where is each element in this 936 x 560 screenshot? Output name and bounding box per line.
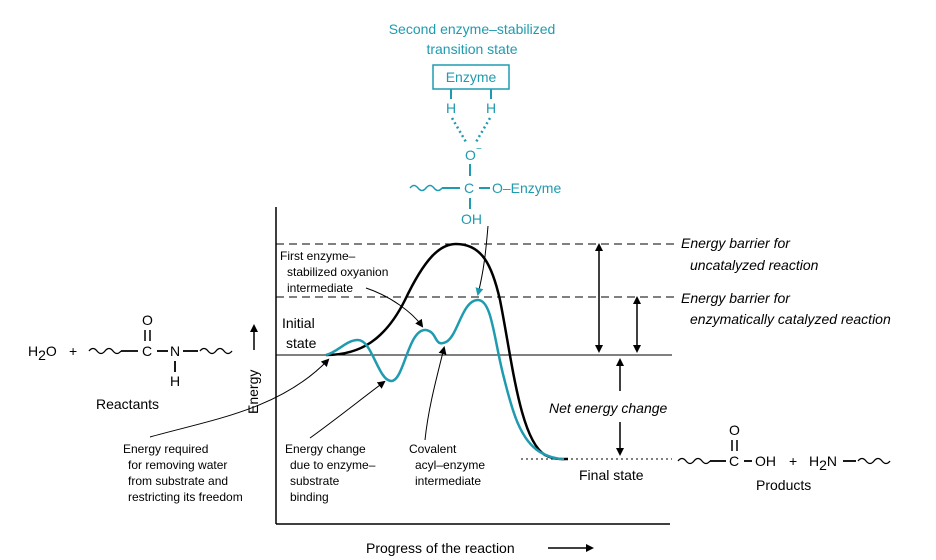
- products-structure: O C OH + H2N Products: [677, 422, 891, 493]
- products-label: Products: [756, 477, 811, 493]
- product-oh: OH: [755, 453, 776, 469]
- barrier-uncat-line1: Energy barrier for: [681, 235, 791, 251]
- water-removal-line3: from substrate and: [128, 474, 228, 488]
- reactants-structure: H2O + O C N H Reactants: [28, 312, 233, 412]
- initial-state-label-2: state: [286, 335, 317, 351]
- water-removal-annotation: Energy required for removing water from …: [123, 358, 330, 504]
- reactants-plus: +: [69, 343, 77, 359]
- water-removal-line1: Energy required: [123, 442, 208, 456]
- binding-line2: due to enzyme–: [290, 458, 376, 472]
- water-h: H2O: [28, 343, 57, 363]
- first-intermediate-line1: First enzyme–: [280, 249, 356, 263]
- o-enzyme: O–Enzyme: [492, 180, 561, 196]
- water-removal-line4: restricting its freedom: [128, 490, 243, 504]
- reactant-nitrogen: N: [170, 343, 180, 359]
- catalyzed-curve: [325, 298, 565, 461]
- water-removal-arrow: [149, 358, 330, 438]
- reactant-carbon: C: [142, 343, 152, 359]
- transition-state-structure: Second enzyme–stabilized transition stat…: [389, 21, 561, 296]
- net-energy-label: Net energy change: [549, 400, 668, 416]
- reference-lines: [276, 243, 676, 460]
- transition-state-title-line1: Second enzyme–stabilized: [389, 21, 556, 37]
- enzyme-box-label: Enzyme: [446, 69, 497, 85]
- hbond-right: [474, 117, 492, 143]
- acyl-arrow: [424, 346, 447, 441]
- product-amine: H2N: [809, 453, 837, 473]
- binding-arrow: [309, 380, 386, 439]
- binding-line3: substrate: [290, 474, 340, 488]
- h-left: H: [446, 100, 456, 116]
- h-right: H: [486, 100, 496, 116]
- initial-state-label-1: Initial: [282, 315, 315, 331]
- squiggle-left-ts: [409, 184, 443, 192]
- axes: Energy Progress of the reaction: [245, 207, 670, 556]
- transition-state-title-line2: transition state: [426, 41, 517, 57]
- oh-ts: OH: [461, 211, 482, 227]
- first-intermediate-line2: stabilized oxyanion: [287, 265, 388, 279]
- reactants-label: Reactants: [96, 396, 159, 412]
- acyl-line1: Covalent: [409, 442, 457, 456]
- squiggle-right-product: [857, 457, 891, 465]
- first-intermediate-annotation: First enzyme– stabilized oxyanion interm…: [280, 249, 424, 328]
- water-removal-line2: for removing water: [128, 458, 227, 472]
- progress-axis-label: Progress of the reaction: [366, 540, 515, 556]
- binding-line4: binding: [290, 490, 329, 504]
- squiggle-right-reactant: [199, 347, 233, 355]
- reactant-h: H: [170, 373, 180, 389]
- oxyanion-o: O: [465, 147, 476, 163]
- hbond-left: [450, 117, 468, 143]
- barrier-cat-line1: Energy barrier for: [681, 290, 791, 306]
- acyl-annotation: Covalent acyl–enzyme intermediate: [409, 346, 485, 488]
- first-intermediate-arrow: [365, 287, 424, 328]
- first-intermediate-line3: intermediate: [287, 281, 353, 295]
- binding-line1: Energy change: [285, 442, 366, 456]
- carbon-ts: C: [464, 180, 474, 196]
- acyl-line2: acyl–enzyme: [415, 458, 485, 472]
- barrier-uncat-line2: uncatalyzed reaction: [690, 257, 819, 273]
- products-plus: +: [789, 453, 797, 469]
- energy-axis-label: Energy: [245, 370, 261, 414]
- binding-annotation: Energy change due to enzyme– substrate b…: [285, 380, 386, 504]
- oxyanion-charge: −: [476, 144, 482, 155]
- squiggle-left-reactant: [88, 347, 122, 355]
- product-carbon: C: [729, 453, 739, 469]
- barrier-cat-line2: enzymatically catalyzed reaction: [690, 311, 891, 327]
- product-carbonyl-o: O: [729, 422, 740, 438]
- squiggle-left-product: [677, 457, 711, 465]
- enzyme-box: [432, 64, 510, 90]
- reactant-carbonyl-o: O: [142, 312, 153, 328]
- acyl-line3: intermediate: [415, 474, 481, 488]
- final-state-label: Final state: [579, 467, 644, 483]
